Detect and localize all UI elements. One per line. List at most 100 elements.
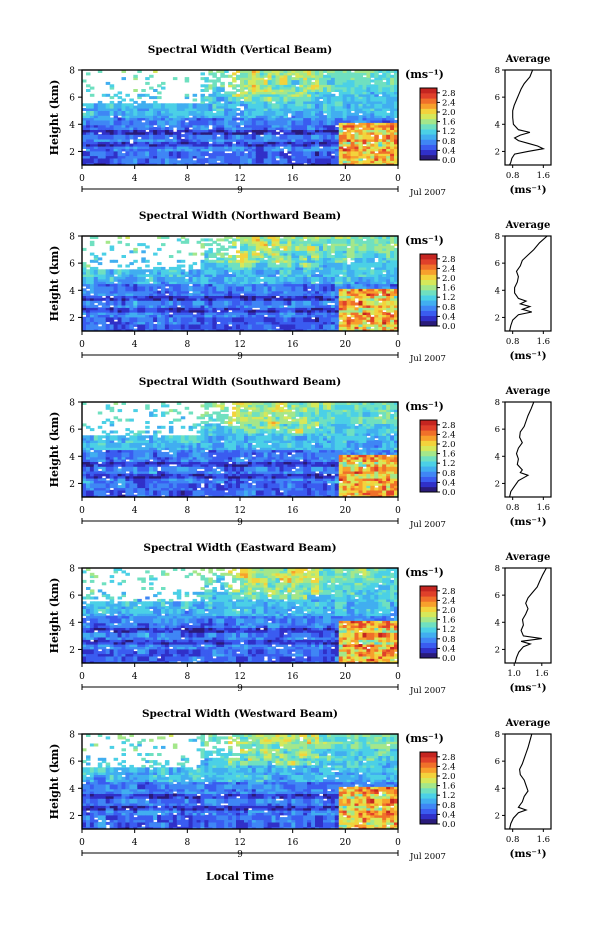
heatmap-cell xyxy=(157,283,162,287)
heatmap-cell xyxy=(172,293,178,296)
heatmap-cell xyxy=(180,143,186,147)
heatmap-cell xyxy=(271,86,277,90)
heatmap-cell xyxy=(259,300,265,304)
heatmap-cell xyxy=(346,162,352,165)
heatmap-cell xyxy=(232,134,237,138)
heatmap-cell xyxy=(354,103,359,107)
heatmap-cell xyxy=(255,84,261,88)
heatmap-cell xyxy=(97,283,103,287)
heatmap-cell xyxy=(271,155,277,159)
heatmap-cell xyxy=(366,134,371,138)
heatmap-cell xyxy=(307,243,312,247)
heatmap-cell xyxy=(161,86,166,90)
heatmap-cell xyxy=(370,70,375,73)
heatmap-cell xyxy=(188,328,194,331)
heatmap-cell xyxy=(141,143,146,147)
heatmap-cell xyxy=(224,274,229,277)
heatmap-cell xyxy=(334,105,340,109)
heatmap-cell xyxy=(220,297,225,301)
heatmap-cell xyxy=(259,103,265,107)
heatmap-cell xyxy=(267,304,273,308)
heatmap-cell xyxy=(303,79,308,83)
heatmap-cell xyxy=(220,316,225,320)
heatmap-cell xyxy=(247,293,253,296)
heatmap-cell xyxy=(382,93,387,97)
heatmap-cell xyxy=(323,96,328,100)
heatmap-cell xyxy=(157,143,162,147)
heatmap-cell xyxy=(121,281,126,285)
heatmap-cell xyxy=(244,266,249,270)
heatmap-cell xyxy=(153,100,158,104)
heatmap-cell xyxy=(271,146,277,149)
heatmap-cell xyxy=(247,288,253,292)
heatmap-cell xyxy=(236,150,241,154)
heatmap-cell xyxy=(86,300,91,304)
heatmap-cell xyxy=(164,110,170,114)
heatmap-cell xyxy=(366,74,371,78)
heatmap-cell xyxy=(180,293,186,296)
heatmap-cell xyxy=(338,115,344,119)
heatmap-cell xyxy=(204,321,209,325)
heatmap-cell xyxy=(307,326,312,330)
heatmap-cell xyxy=(378,160,383,164)
heatmap-cell xyxy=(176,134,182,138)
heatmap-cell xyxy=(382,136,387,140)
heatmap-cell xyxy=(105,162,111,165)
heatmap-cell xyxy=(247,316,253,320)
heatmap-cell xyxy=(244,312,249,315)
heatmap-cell xyxy=(164,269,170,273)
heatmap-cell xyxy=(153,89,158,92)
heatmap-cell xyxy=(89,134,95,138)
heatmap-cell xyxy=(196,297,202,301)
heatmap-cell xyxy=(137,115,142,119)
heatmap-cell xyxy=(244,91,249,95)
heatmap-cell xyxy=(394,150,398,154)
heatmap-cell xyxy=(93,105,99,109)
heatmap-cell xyxy=(200,93,205,97)
heatmap-cell xyxy=(287,252,292,256)
heatmap-cell xyxy=(366,105,371,109)
heatmap-cell xyxy=(176,131,182,135)
heatmap-cell xyxy=(287,274,292,277)
heatmap-cell xyxy=(117,269,123,273)
heatmap-cell xyxy=(133,247,138,251)
heatmap-cell xyxy=(330,293,336,296)
heatmap-cell xyxy=(244,252,249,256)
heatmap-cell xyxy=(117,319,123,323)
heatmap-cell xyxy=(271,269,277,273)
heatmap-cell xyxy=(251,278,257,282)
heatmap-cell xyxy=(137,278,142,282)
heatmap-cell xyxy=(279,255,284,258)
heatmap-cell xyxy=(382,129,387,133)
heatmap-cell xyxy=(334,122,340,126)
heatmap-cell xyxy=(295,307,300,311)
heatmap-cell xyxy=(113,112,119,116)
heatmap-cell xyxy=(283,316,288,320)
heatmap-cell xyxy=(267,146,273,149)
heatmap-cell xyxy=(133,295,138,299)
heatmap-cell xyxy=(97,312,103,315)
heatmap-cell xyxy=(287,290,292,294)
heatmap-cell xyxy=(157,134,162,138)
heatmap-cell xyxy=(212,81,217,85)
heatmap-cell xyxy=(101,136,107,140)
heatmap-cell xyxy=(117,122,123,126)
heatmap-cell xyxy=(101,283,107,287)
heatmap-cell xyxy=(117,290,123,294)
heatmap-cell xyxy=(180,115,186,119)
heatmap-cell xyxy=(279,314,284,318)
heatmap-cell xyxy=(319,89,324,92)
heatmap-cell xyxy=(358,134,363,138)
heatmap-cell xyxy=(109,162,115,165)
heatmap-cell xyxy=(149,150,154,154)
heatmap-cell xyxy=(350,103,356,107)
heatmap-cell xyxy=(378,96,383,100)
heatmap-cell xyxy=(172,302,178,306)
heatmap-cell xyxy=(255,238,261,242)
heatmap-cell xyxy=(145,328,150,331)
heatmap-cell xyxy=(224,155,229,159)
heatmap-cell xyxy=(303,129,308,133)
heatmap-cell xyxy=(200,117,205,121)
heatmap-cell xyxy=(287,91,292,95)
heatmap-cell xyxy=(338,138,344,142)
